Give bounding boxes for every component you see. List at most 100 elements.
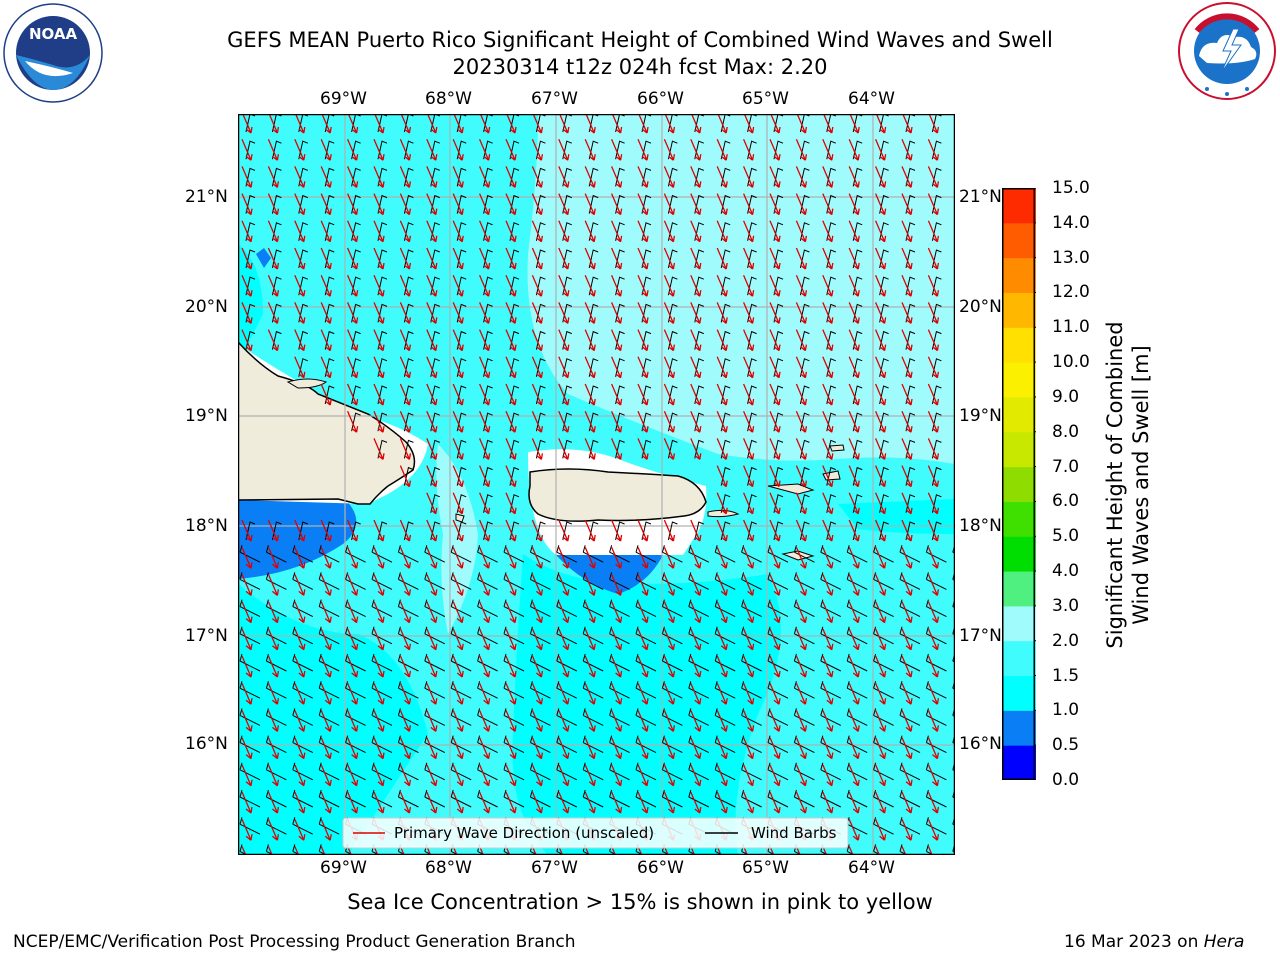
wave-arrow-wind-barb <box>767 626 789 651</box>
wave-arrow-wind-barb <box>661 545 683 569</box>
wave-arrow-wind-barb <box>661 572 683 596</box>
wave-arrow-wind-barb <box>873 545 894 569</box>
wave-arrow-wind-barb <box>426 438 440 460</box>
wave-arrow-wind-barb <box>424 653 446 678</box>
wave-arrow-wind-barb <box>558 193 572 216</box>
wave-arrow-wind-barb <box>661 735 683 760</box>
wave-arrow-wind-barb <box>265 762 287 787</box>
wave-arrow-wind-barb <box>741 653 762 678</box>
colorbar-band <box>1002 710 1036 746</box>
wave-arrow-wind-barb <box>556 735 578 760</box>
wave-arrow-wind-barb <box>479 410 493 433</box>
wave-arrow-wind-barb <box>846 572 868 596</box>
wave-arrow-wind-barb <box>452 220 467 243</box>
wave-arrow-wind-barb <box>743 114 757 134</box>
wave-arrow-wind-barb <box>505 193 520 216</box>
wave-arrow-wind-barb <box>345 735 366 760</box>
wave-arrow-wind-barb <box>505 492 520 515</box>
wave-arrow-wind-barb <box>426 220 440 243</box>
wave-arrow-wind-barb <box>846 762 868 787</box>
colorbar-band <box>1002 431 1036 468</box>
wave-arrow-wind-barb <box>267 220 282 243</box>
wave-arrow-wind-barb <box>716 410 731 433</box>
wave-arrow-wind-barb <box>347 193 361 216</box>
wave-arrow-wind-barb <box>873 708 894 732</box>
wave-arrow-wind-barb <box>743 193 757 216</box>
wave-arrow-wind-barb <box>663 383 678 406</box>
wave-arrow-wind-barb <box>609 626 630 651</box>
wave-arrow-wind-barb <box>820 599 842 624</box>
wave-arrow-wind-barb <box>690 220 704 243</box>
wave-arrow-wind-barb <box>426 383 440 406</box>
lat-label-left-17n: 17°N <box>185 626 228 646</box>
wave-arrow-wind-barb <box>822 519 836 542</box>
wave-arrow-wind-barb <box>716 492 731 515</box>
wave-arrow-wind-barb <box>769 193 784 216</box>
wave-arrow-wind-barb <box>241 519 256 542</box>
wave-arrow-wind-barb <box>505 329 520 352</box>
wave-arrow-wind-barb <box>611 220 625 243</box>
wave-arrow-wind-barb <box>371 681 393 705</box>
wave-arrow-wind-barb <box>743 166 757 188</box>
lat-label-left-20n: 20°N <box>185 297 228 317</box>
wave-arrow-wind-barb <box>873 762 894 787</box>
generation-date: 16 Mar 2023 on Hera <box>1064 932 1244 952</box>
noaa-logo: NOAA <box>3 3 103 103</box>
wave-arrow-wind-barb <box>637 274 652 297</box>
wave-arrow-wind-barb <box>294 114 308 134</box>
wave-arrow-wind-barb <box>558 138 572 161</box>
wave-arrow-wind-barb <box>611 302 625 324</box>
wave-arrow-wind-barb <box>265 708 287 732</box>
wave-arrow-wind-barb <box>767 735 789 760</box>
wave-arrow-wind-barb <box>848 438 863 460</box>
field-0p5-1m-puertorico <box>556 555 663 594</box>
colorbar-tick-label: 3.0 <box>1052 595 1080 616</box>
wave-arrow-wind-barb <box>609 599 630 624</box>
wave-arrow-wind-barb <box>400 114 414 134</box>
wave-arrow-wind-barb <box>609 681 630 705</box>
wave-arrow-wind-barb <box>584 166 599 188</box>
wave-arrow-wind-barb <box>873 681 894 705</box>
wave-arrow-wind-barb <box>397 681 419 705</box>
wave-arrow-wind-barb <box>875 383 889 406</box>
wave-arrow-wind-barb <box>795 438 810 460</box>
wave-arrow-wind-barb <box>609 545 630 569</box>
wave-arrow-wind-barb <box>925 681 947 705</box>
colorbar-tick-label: 10.0 <box>1052 352 1090 373</box>
colorbar-tick-label: 1.5 <box>1052 665 1080 686</box>
wave-arrow-wind-barb <box>635 708 657 732</box>
wave-arrow-wind-barb <box>529 708 551 732</box>
wave-arrow-wind-barb <box>371 762 393 787</box>
lon-label-bottom-65w: 65°W <box>742 858 789 878</box>
wave-arrow-wind-barb <box>399 410 414 433</box>
wave-arrow-wind-barb <box>347 356 361 379</box>
wave-arrow-wind-barb <box>503 789 525 814</box>
wave-arrow-wind-barb <box>767 599 789 624</box>
wave-arrow-wind-barb <box>743 220 757 243</box>
wave-arrow-wind-barb <box>345 626 366 651</box>
wave-arrow-wind-barb <box>556 572 578 596</box>
wave-arrow-wind-barb <box>925 817 947 841</box>
wave-arrow-wind-barb <box>690 356 704 379</box>
colorbar-band <box>1002 501 1036 537</box>
wave-arrow-wind-barb <box>531 438 546 460</box>
wave-arrow-wind-barb <box>901 492 916 515</box>
wave-arrow-wind-barb <box>822 410 836 433</box>
wave-arrow-wind-barb <box>767 681 789 705</box>
wave-arrow-wind-barb <box>503 762 525 787</box>
wave-arrow-wind-barb <box>795 138 810 161</box>
wave-arrow-wind-barb <box>503 545 525 569</box>
wave-arrow-wind-barb <box>531 247 546 270</box>
wave-arrow-wind-barb <box>848 519 863 542</box>
wave-arrow-wind-barb <box>848 329 863 352</box>
wave-arrow-wind-barb <box>242 114 256 134</box>
wave-arrow-wind-barb <box>477 735 498 760</box>
wave-arrow-wind-barb <box>397 626 419 651</box>
wave-arrow-wind-barb <box>925 789 947 814</box>
wave-arrow-wind-barb <box>848 220 863 243</box>
wave-arrow-wind-barb <box>479 247 493 270</box>
colorbar-tick-label: 0.0 <box>1052 770 1080 790</box>
wave-arrow-wind-barb <box>820 789 842 814</box>
wave-arrow-wind-barb <box>927 329 942 352</box>
wave-arrow-wind-barb <box>477 708 498 732</box>
